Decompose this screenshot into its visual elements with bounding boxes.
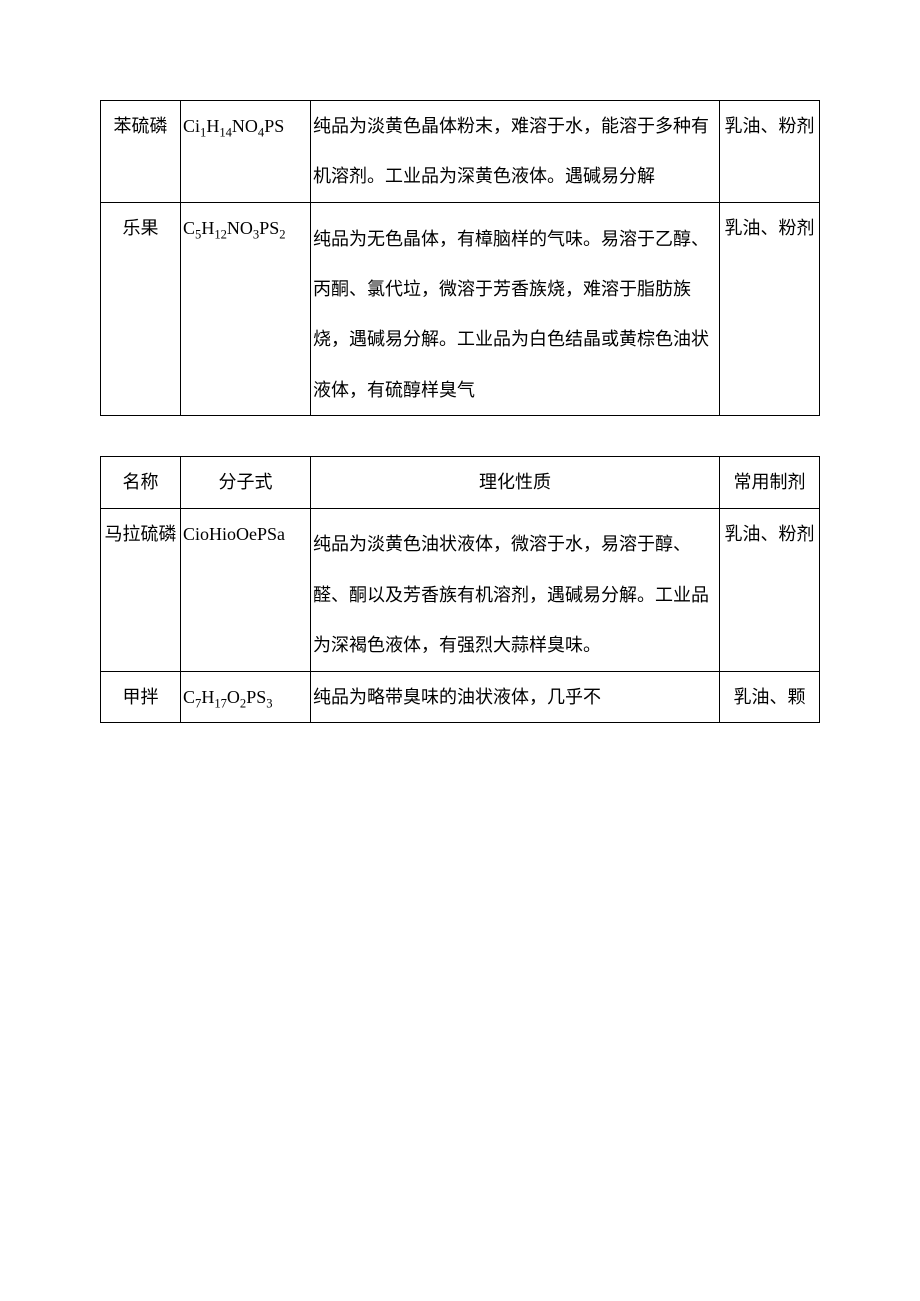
cell-formula: Ci1H14NO4PS [181, 101, 311, 203]
document-page: 苯硫磷 Ci1H14NO4PS 纯品为淡黄色晶体粉末，难溶于水，能溶于多种有机溶… [0, 0, 920, 783]
header-formulation: 常用制剂 [720, 457, 820, 508]
table-row: 马拉硫磷 CioHioOePSa 纯品为淡黄色油状液体，微溶于水，易溶于醇、醛、… [101, 508, 820, 671]
cell-name: 苯硫磷 [101, 101, 181, 203]
header-formula: 分子式 [181, 457, 311, 508]
pesticide-table-2: 名称 分子式 理化性质 常用制剂 马拉硫磷 CioHioOePSa 纯品为淡黄色… [100, 456, 820, 723]
header-properties: 理化性质 [311, 457, 720, 508]
cell-name: 甲拌 [101, 671, 181, 722]
cell-properties: 纯品为无色晶体，有樟脑样的气味。易溶于乙醇、丙酮、氯代垃，微溶于芳香族烧，难溶于… [311, 202, 720, 415]
cell-formula: CioHioOePSa [181, 508, 311, 671]
table-row: 苯硫磷 Ci1H14NO4PS 纯品为淡黄色晶体粉末，难溶于水，能溶于多种有机溶… [101, 101, 820, 203]
cell-properties: 纯品为淡黄色油状液体，微溶于水，易溶于醇、醛、酮以及芳香族有机溶剂，遇碱易分解。… [311, 508, 720, 671]
cell-formula: C5H12NO3PS2 [181, 202, 311, 415]
cell-formulation: 乳油、粉剂 [720, 202, 820, 415]
cell-properties: 纯品为略带臭味的油状液体，几乎不 [311, 671, 720, 722]
cell-formula: C7H17O2PS3 [181, 671, 311, 722]
cell-formulation: 乳油、粉剂 [720, 101, 820, 203]
table-gap [100, 416, 820, 456]
cell-properties: 纯品为淡黄色晶体粉末，难溶于水，能溶于多种有机溶剂。工业品为深黄色液体。遇碱易分… [311, 101, 720, 203]
cell-name: 马拉硫磷 [101, 508, 181, 671]
cell-name: 乐果 [101, 202, 181, 415]
table-header-row: 名称 分子式 理化性质 常用制剂 [101, 457, 820, 508]
table-row: 乐果 C5H12NO3PS2 纯品为无色晶体，有樟脑样的气味。易溶于乙醇、丙酮、… [101, 202, 820, 415]
pesticide-table-1: 苯硫磷 Ci1H14NO4PS 纯品为淡黄色晶体粉末，难溶于水，能溶于多种有机溶… [100, 100, 820, 416]
cell-formulation: 乳油、颗 [720, 671, 820, 722]
header-name: 名称 [101, 457, 181, 508]
cell-formulation: 乳油、粉剂 [720, 508, 820, 671]
table-row: 甲拌 C7H17O2PS3 纯品为略带臭味的油状液体，几乎不 乳油、颗 [101, 671, 820, 722]
